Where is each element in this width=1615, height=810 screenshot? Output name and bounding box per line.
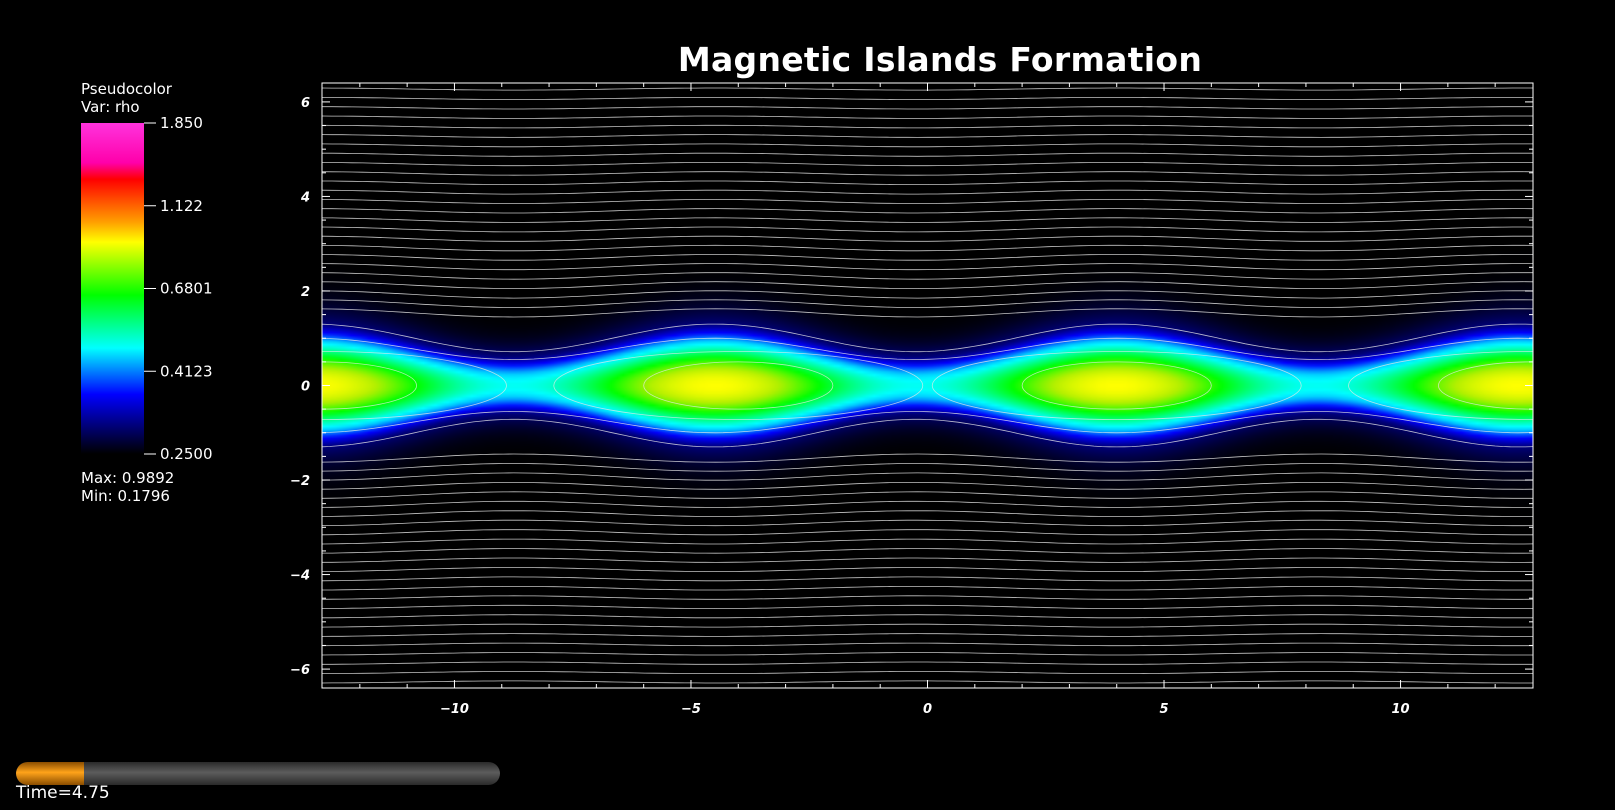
island-contour xyxy=(1021,361,1212,410)
plot-title: Magnetic Islands Formation xyxy=(677,40,1203,79)
separatrix-line xyxy=(322,411,1533,434)
field-line xyxy=(322,299,1533,308)
y-tick-label: −6 xyxy=(290,663,310,678)
field-line xyxy=(322,642,1533,647)
field-line xyxy=(322,482,1533,490)
field-line xyxy=(322,604,1533,610)
y-tick-label: −4 xyxy=(290,569,310,584)
island-contour xyxy=(1348,351,1533,420)
separatrix-line xyxy=(322,323,1533,353)
field-line xyxy=(322,500,1533,508)
colorbar-tick-label: 0.2500 xyxy=(160,445,213,463)
legend-plot-type: Pseudocolor xyxy=(81,80,172,98)
field-line xyxy=(322,124,1533,129)
field-line xyxy=(322,106,1533,110)
field-line xyxy=(322,557,1533,563)
x-tick-label: 10 xyxy=(1392,702,1410,717)
field-line xyxy=(322,217,1533,223)
x-tick-label: −5 xyxy=(681,702,701,717)
y-tick-label: 2 xyxy=(301,285,310,300)
field-line xyxy=(322,671,1533,674)
legend-max: Max: 0.9892 xyxy=(81,469,175,487)
field-line xyxy=(322,208,1533,214)
x-tick-label: 0 xyxy=(923,702,932,717)
colorbar-tick-label: 1.850 xyxy=(160,114,203,132)
colorbar-tick-label: 0.6801 xyxy=(160,280,213,298)
field-line xyxy=(322,690,1533,692)
field-line xyxy=(322,254,1533,261)
x-axis: −10 −5 0 5 10 xyxy=(359,83,1496,717)
colorbar: 1.850 1.122 0.6801 0.4123 0.2500 xyxy=(81,114,213,463)
field-line xyxy=(322,491,1533,499)
field-line xyxy=(322,189,1533,195)
field-line xyxy=(322,633,1533,637)
field-line xyxy=(322,69,1533,71)
y-tick-label: −2 xyxy=(290,474,310,489)
separatrix-line xyxy=(322,337,1533,360)
field-line xyxy=(322,226,1533,233)
field-line xyxy=(322,235,1533,242)
field-line xyxy=(322,115,1533,119)
y-axis: 6 4 2 0 −2 −4 −6 xyxy=(290,96,1533,678)
field-line xyxy=(322,463,1533,472)
field-line xyxy=(322,652,1533,656)
time-label: Time=4.75 xyxy=(16,783,110,803)
field-line xyxy=(322,595,1533,600)
legend-header: Pseudocolor Var: rho xyxy=(81,80,172,116)
field-line xyxy=(322,97,1533,100)
field-line xyxy=(322,576,1533,582)
field-line xyxy=(322,519,1533,527)
colorbar-tick-label: 1.122 xyxy=(160,197,203,215)
field-line xyxy=(322,290,1533,299)
island-contour xyxy=(553,351,924,420)
field-line xyxy=(322,143,1533,148)
y-tick-label: 6 xyxy=(301,96,310,111)
separatrix-line xyxy=(322,418,1533,448)
island-contour xyxy=(322,351,507,420)
field-line xyxy=(322,161,1533,167)
colorbar-ticks: 1.850 1.122 0.6801 0.4123 0.2500 xyxy=(144,114,213,463)
island-contour xyxy=(931,351,1302,420)
time-slider[interactable] xyxy=(16,762,500,785)
field-line xyxy=(322,453,1533,463)
field-line xyxy=(322,586,1533,591)
field-line xyxy=(322,272,1533,280)
field-line xyxy=(322,199,1533,204)
field-line xyxy=(322,308,1533,318)
field-line xyxy=(322,510,1533,517)
field-line xyxy=(322,567,1533,572)
legend-stats: Max: 0.9892 Min: 0.1796 xyxy=(81,469,174,505)
legend-variable: Var: rho xyxy=(81,98,140,116)
colorbar-gradient xyxy=(81,123,144,454)
legend-min: Min: 0.1796 xyxy=(81,487,170,505)
island-contour xyxy=(1438,361,1533,410)
y-tick-label: 0 xyxy=(301,380,310,395)
y-tick-label: 4 xyxy=(300,190,310,205)
field-line xyxy=(322,263,1533,271)
field-line xyxy=(322,614,1533,619)
field-line xyxy=(322,244,1533,252)
field-line xyxy=(322,529,1533,536)
field-line xyxy=(322,661,1533,665)
field-line xyxy=(322,623,1533,628)
x-tick-label: 5 xyxy=(1160,702,1169,717)
density-heatmap xyxy=(322,83,1533,688)
field-line xyxy=(322,134,1533,138)
field-line xyxy=(322,472,1533,481)
field-line xyxy=(322,152,1533,157)
field-line xyxy=(322,79,1533,81)
field-line xyxy=(322,548,1533,554)
x-tick-label: −10 xyxy=(440,702,469,717)
field-line xyxy=(322,171,1533,176)
time-slider-fill xyxy=(16,762,84,785)
field-line xyxy=(322,538,1533,545)
island-contour xyxy=(643,361,834,410)
field-line xyxy=(322,281,1533,289)
island-contour xyxy=(322,361,417,410)
colorbar-tick-label: 0.4123 xyxy=(160,362,213,380)
field-line xyxy=(322,180,1533,185)
